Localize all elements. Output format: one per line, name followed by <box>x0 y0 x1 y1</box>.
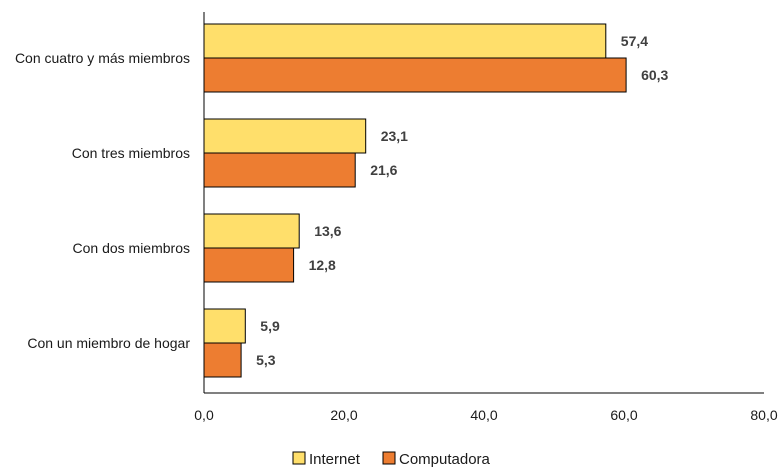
bar-computadora-0 <box>203 57 627 93</box>
x-tick-label-2: 40,0 <box>470 407 497 423</box>
axes-group <box>203 12 764 394</box>
bars-group <box>203 23 627 378</box>
category-label-1: Con tres miembros <box>72 145 190 161</box>
category-label-2: Con dos miembros <box>73 240 191 256</box>
data-label-internet-3: 5,9 <box>260 318 280 334</box>
legend-label-internet: Internet <box>309 451 361 468</box>
data-label-computadora-0: 60,3 <box>641 67 668 83</box>
bar-computadora-3 <box>203 342 242 378</box>
legend-label-computadora: Computadora <box>399 451 491 468</box>
data-label-computadora-3: 5,3 <box>256 352 276 368</box>
bar-computadora-1 <box>203 152 356 188</box>
category-label-3: Con un miembro de hogar <box>27 335 190 351</box>
bar-internet-2 <box>203 213 300 249</box>
data-label-internet-1: 23,1 <box>381 128 408 144</box>
data-label-internet-0: 57,4 <box>621 33 648 49</box>
bar-internet-3 <box>203 308 246 344</box>
data-labels-group: 57,4 60,3 23,1 21,6 13,6 12,8 5,9 5,3 <box>256 33 668 368</box>
category-label-0: Con cuatro y más miembros <box>15 50 190 66</box>
data-label-internet-2: 13,6 <box>314 223 341 239</box>
x-tick-label-1: 20,0 <box>330 407 357 423</box>
data-label-computadora-1: 21,6 <box>370 162 397 178</box>
legend-swatch-internet <box>292 451 306 465</box>
x-tick-label-0: 0,0 <box>194 407 214 423</box>
x-tick-labels-group: 0,0 20,0 40,0 60,0 80,0 <box>194 407 778 423</box>
bar-internet-1 <box>203 118 367 154</box>
x-tick-label-4: 80,0 <box>750 407 777 423</box>
legend-swatch-computadora <box>382 451 396 465</box>
data-label-computadora-2: 12,8 <box>309 257 336 273</box>
bar-computadora-2 <box>203 247 295 283</box>
bar-internet-0 <box>203 23 607 59</box>
x-tick-label-3: 60,0 <box>610 407 637 423</box>
legend: Internet Computadora <box>292 451 491 468</box>
category-labels-group: Con cuatro y más miembros Con tres miembr… <box>15 50 190 351</box>
